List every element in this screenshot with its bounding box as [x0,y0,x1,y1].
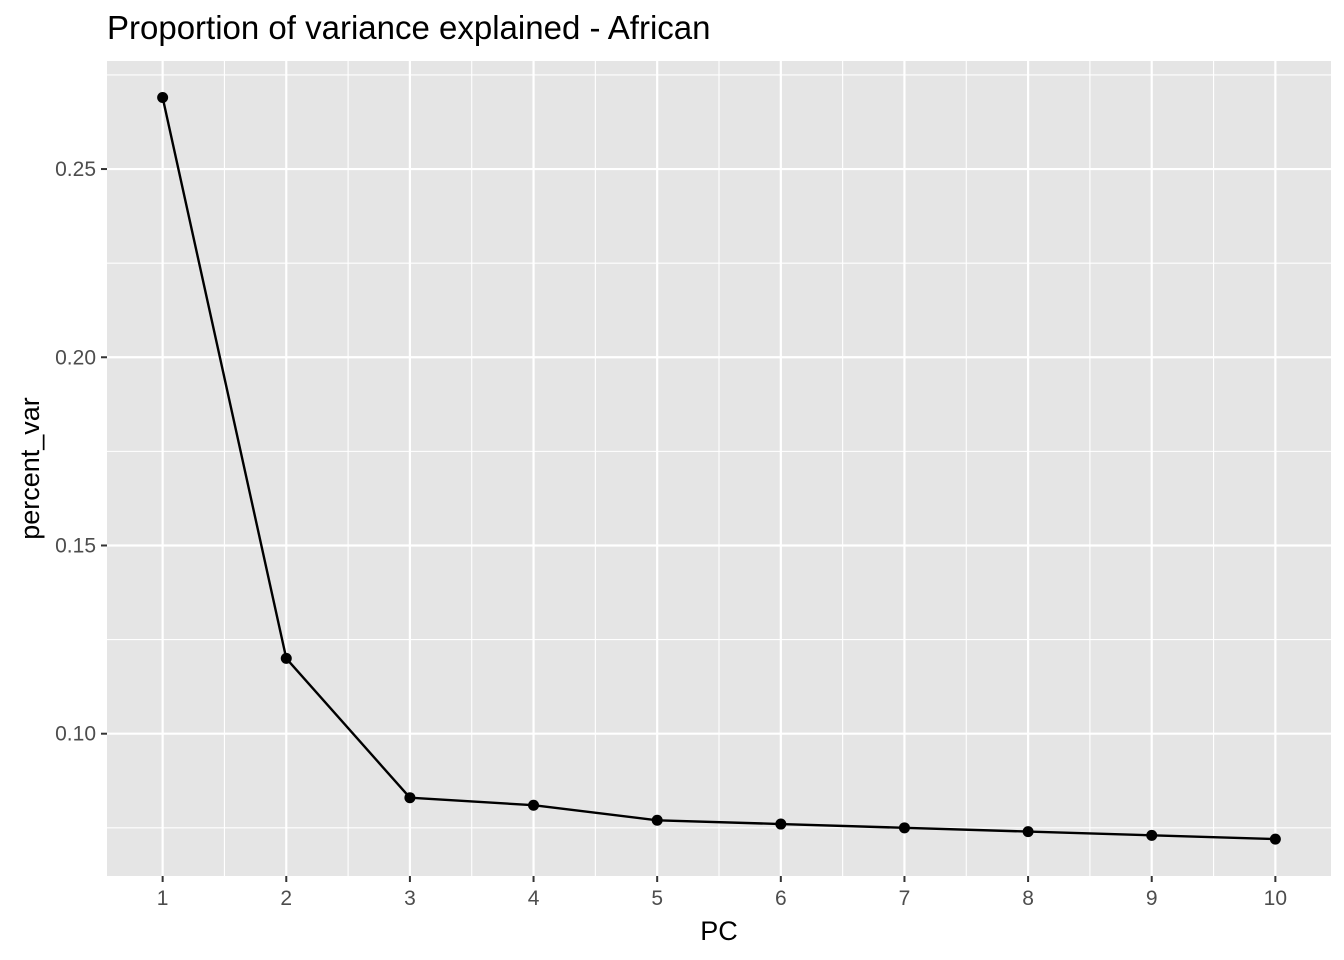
data-point [775,818,787,830]
major-gridlines [107,61,1331,876]
minor-gridlines [107,61,1331,876]
x-tick-label: 10 [1264,887,1287,910]
data-point [651,814,663,826]
x-tick-label: 6 [775,887,787,910]
series-line [161,97,1276,841]
data-point [404,792,416,804]
series-layer [157,92,1281,845]
y-tick-label: 0.15 [55,534,96,557]
x-tick-label: 8 [1022,887,1034,910]
x-tick-label: 4 [528,887,540,910]
data-point [1022,826,1034,838]
y-axis-title: percent_var [15,397,45,540]
chart-title: Proportion of variance explained - Afric… [107,9,711,46]
y-tick-label: 0.10 [55,723,96,746]
data-point [157,92,169,104]
data-point [280,652,292,664]
x-axis-title: PC [700,916,738,946]
x-tick-label: 7 [899,887,911,910]
y-tick-label: 0.25 [55,158,96,181]
y-tick-label: 0.20 [55,346,96,369]
data-point [1146,829,1158,841]
x-tick-label: 3 [404,887,416,910]
tick-labels: 1 2 3 4 5 6 7 8 9 10 0.10 0.15 0.20 0.25 [55,158,1287,910]
x-tick-label: 5 [651,887,663,910]
data-point [528,799,540,811]
data-point [1269,833,1281,845]
x-tick-label: 1 [157,887,169,910]
data-point [898,822,910,834]
axis-ticks [101,168,1277,882]
x-tick-label: 9 [1146,887,1158,910]
x-tick-label: 2 [280,887,292,910]
